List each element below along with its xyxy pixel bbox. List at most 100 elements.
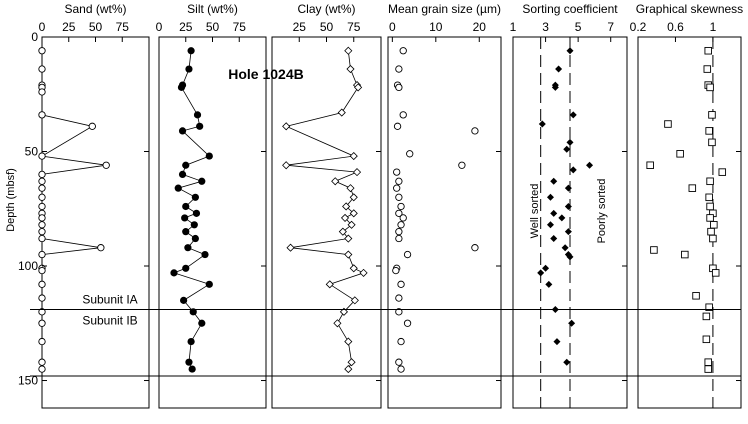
data-point: [395, 177, 403, 185]
data-point: [561, 244, 569, 252]
panel-title: Sand (wt%): [64, 2, 126, 16]
data-point: [399, 111, 407, 119]
data-point: [676, 150, 684, 158]
data-point: [458, 161, 466, 169]
x-tick-label: 50: [206, 20, 220, 34]
data-point: [709, 234, 717, 243]
data-point: [38, 358, 46, 366]
data-point: [38, 111, 46, 119]
data-point: [192, 209, 201, 217]
data-point: [187, 337, 195, 346]
x-tick-label: 75: [233, 20, 247, 34]
data-point: [550, 235, 558, 243]
data-point: [706, 83, 714, 92]
panel-frame: [41, 36, 150, 409]
data-point: [38, 202, 46, 211]
data-point: [646, 161, 654, 169]
data-point: [182, 161, 190, 169]
x-tick-label: 25: [293, 20, 307, 34]
data-point: [177, 83, 186, 91]
data-point: [704, 46, 712, 55]
data-point: [688, 184, 697, 192]
data-point: [38, 280, 46, 288]
data-point: [395, 228, 403, 236]
depth-tick-label: 0: [31, 30, 38, 44]
data-point: [350, 296, 359, 305]
subunit-ia-label: Subunit IA: [82, 293, 137, 307]
x-tick-label: 3: [542, 20, 549, 34]
data-point: [339, 307, 349, 316]
data-point: [354, 83, 363, 92]
data-point: [196, 122, 204, 130]
data-point: [331, 177, 340, 186]
data-point: [38, 193, 46, 201]
depth-tick-label: 150: [18, 374, 38, 388]
x-tick-label: 0.2: [630, 20, 647, 34]
data-point: [397, 365, 405, 373]
panel-5: Sorting coefficient 1 3 5 7 Well sorted Poorly…: [510, 2, 628, 409]
data-point: [38, 184, 46, 192]
data-point: [38, 365, 46, 373]
data-point: [392, 266, 400, 275]
data-point: [38, 88, 46, 96]
panel-1: Sand (wt%) 0 25 50 75: [38, 2, 150, 409]
data-point: [569, 166, 577, 174]
data-point: [399, 214, 407, 222]
data-point: [38, 337, 46, 346]
depth-tick-label: 50: [25, 145, 39, 159]
data-point: [553, 338, 561, 346]
panel-title: Clay (wt%): [297, 2, 355, 16]
x-tick-label: 7: [607, 20, 614, 34]
data-point: [397, 221, 405, 229]
data-point: [692, 292, 700, 300]
data-point: [88, 122, 96, 130]
data-point: [38, 319, 46, 327]
data-point: [564, 228, 572, 236]
data-point: [38, 65, 46, 73]
data-point: [102, 161, 110, 169]
data-point: [181, 214, 189, 222]
data-point: [702, 312, 711, 321]
data-point: [706, 202, 714, 211]
panel-frame: [271, 36, 382, 409]
panel-title: Mean grain size (µm): [388, 2, 501, 16]
data-point: [338, 227, 347, 236]
data-point: [286, 243, 295, 252]
depth-tick-label: 100: [18, 259, 38, 273]
data-point: [325, 280, 334, 289]
x-tick-label: 75: [347, 20, 361, 34]
data-point: [704, 365, 712, 373]
data-point: [564, 202, 572, 210]
data-point: [395, 294, 403, 302]
panel-4: Mean grain size (µm) 0 10 20: [387, 2, 502, 409]
data-point: [397, 280, 405, 288]
x-tick-label: 0: [39, 20, 46, 34]
x-tick-label: 0.6: [667, 20, 684, 34]
data-point: [344, 234, 353, 243]
data-point: [282, 122, 291, 131]
data-point: [566, 253, 574, 261]
data-point: [191, 234, 199, 243]
panel-frame: [158, 36, 267, 409]
data-point: [337, 108, 346, 117]
panel-3: Clay (wt%) 25 50 75: [271, 2, 382, 409]
data-point: [344, 337, 353, 346]
data-point: [174, 184, 182, 192]
data-point: [193, 111, 202, 119]
data-point: [650, 246, 658, 254]
data-point: [185, 358, 193, 366]
data-point: [586, 161, 594, 169]
x-tick-label: 10: [429, 20, 443, 34]
data-point: [349, 209, 358, 218]
data-point: [545, 280, 553, 288]
depth-axis-label: Depth (mbsf): [5, 168, 17, 232]
data-point: [184, 244, 192, 252]
data-point: [359, 268, 368, 277]
data-point: [471, 127, 479, 135]
data-point: [538, 120, 546, 128]
data-point: [38, 47, 46, 55]
data-point: [198, 319, 206, 327]
data-point: [349, 264, 358, 273]
data-point: [344, 46, 353, 55]
